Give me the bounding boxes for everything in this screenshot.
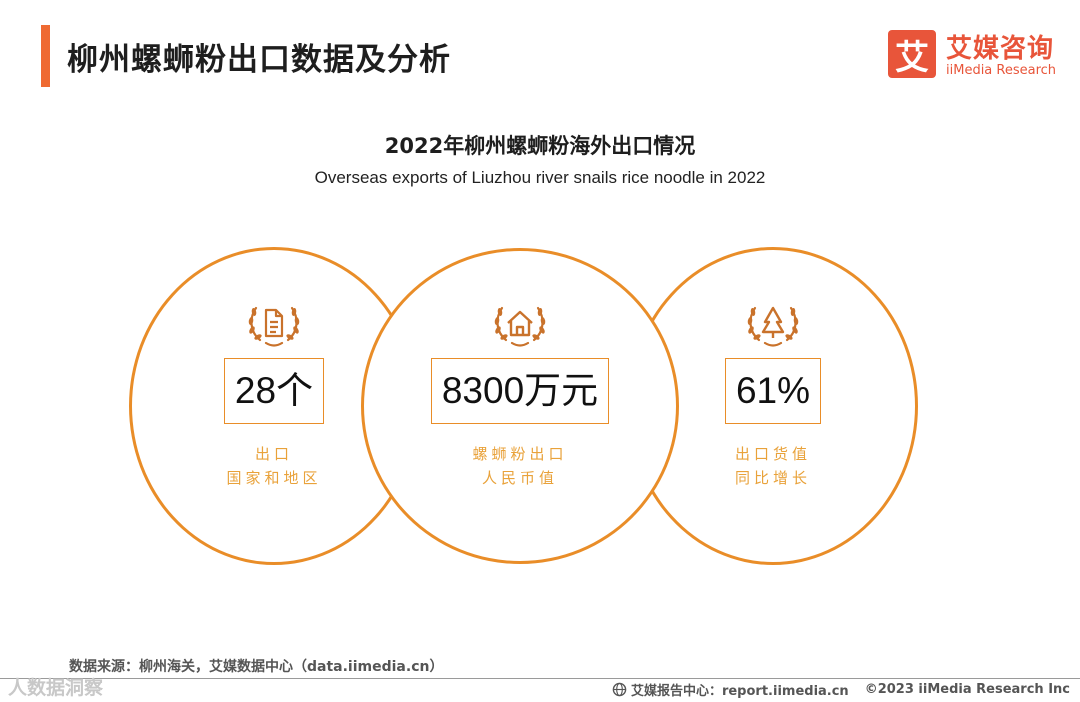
iimedia-logo: 艾 艾媒咨询 iiMedia Research: [888, 28, 1063, 82]
stat-label-growth: 出口货值 同比增长: [673, 442, 873, 490]
badge-house-icon: [494, 306, 546, 347]
logo-mark: 艾: [888, 30, 936, 78]
badge-tree-icon: [747, 306, 799, 347]
logo-chinese-name: 艾媒咨询: [946, 34, 1055, 64]
stat-value-countries: 28个: [223, 358, 325, 424]
copyright: ©2023 iiMedia Research Inc: [864, 682, 1070, 697]
stat-value-export-value: 8300万元: [430, 358, 610, 424]
stat-item-countries: 28个 出口 国家和地区: [174, 296, 374, 490]
globe-icon: [612, 682, 627, 697]
watermark-text: 人数据洞察: [8, 677, 104, 699]
stat-label-line: 同比增长: [734, 469, 811, 487]
stat-item-growth: 61% 出口货值 同比增长: [673, 296, 873, 490]
badge-document-icon: [248, 306, 300, 347]
stat-value-growth: 61%: [724, 358, 822, 424]
page-title: 柳州螺蛳粉出口数据及分析: [67, 42, 451, 78]
stat-label-line: 人民币值: [481, 469, 558, 487]
footer-divider: [0, 678, 1080, 679]
stat-label-export-value: 螺蛳粉出口 人民币值: [390, 442, 650, 490]
stat-label-line: 出口: [254, 445, 293, 463]
title-accent-bar: [41, 25, 50, 87]
stat-label-line: 国家和地区: [226, 469, 322, 487]
logo-english-name: iiMedia Research: [946, 63, 1057, 78]
stat-label-line: 螺蛳粉出口: [472, 445, 568, 463]
data-source: 数据来源：柳州海关，艾媒数据中心（data.iimedia.cn）: [69, 659, 444, 675]
stat-item-export-value: 8300万元 螺蛳粉出口 人民币值: [390, 296, 650, 490]
stat-label-line: 出口货值: [734, 445, 811, 463]
chart-subtitle: Overseas exports of Liuzhou river snails…: [314, 168, 766, 187]
chart-title: 2022年柳州螺蛳粉海外出口情况: [384, 134, 696, 158]
footer: 艾媒报告中心：report.iimedia.cn ©2023 iiMedia R…: [612, 680, 1070, 699]
stat-label-countries: 出口 国家和地区: [174, 442, 374, 490]
report-center-link[interactable]: 艾媒报告中心：report.iimedia.cn: [630, 684, 849, 699]
